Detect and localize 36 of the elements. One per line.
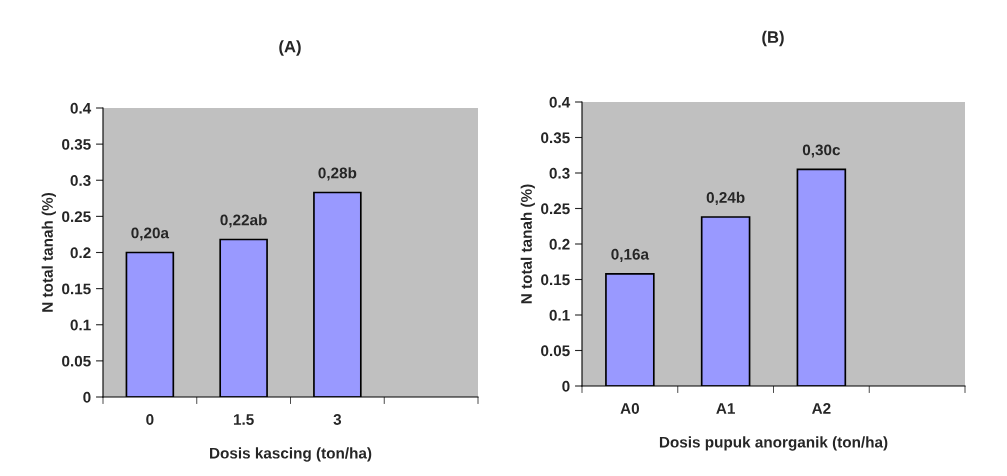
- y-tick-label: 0.2: [70, 247, 91, 259]
- y-tick-label: 0: [83, 391, 91, 403]
- y-tick-label: 0.25: [541, 203, 570, 215]
- y-tick-label: 0.25: [62, 211, 91, 223]
- x-axis-title: Dosis kascing (ton/ha): [210, 447, 372, 462]
- y-tick-label: 0: [562, 380, 570, 392]
- data-label: 0,20a: [131, 227, 170, 241]
- y-tick-label: 0.1: [549, 309, 570, 321]
- y-axis-title: N total tanah (%): [41, 192, 56, 312]
- y-tick-label: 0.3: [70, 175, 91, 186]
- y-tick-label: 0.4: [549, 96, 571, 108]
- x-tick-label: 3: [333, 414, 342, 425]
- y-tick-label: 0.15: [541, 274, 570, 286]
- x-tick-label: A0: [620, 403, 640, 414]
- y-tick-label: 0.05: [62, 355, 91, 367]
- data-label: 0,28b: [318, 167, 357, 181]
- x-tick-label: A1: [716, 403, 735, 414]
- y-tick-label: 0.35: [541, 132, 570, 144]
- y-tick-label: 0.2: [549, 238, 570, 250]
- chart-title: (B): [762, 30, 784, 47]
- y-tick-label: 0.3: [549, 167, 570, 179]
- x-tick-label: A2: [811, 403, 831, 414]
- x-tick-label: 0: [146, 414, 154, 425]
- data-label: 0,24b: [706, 191, 745, 206]
- data-label: 0,30c: [802, 144, 841, 158]
- y-tick-label: 0.05: [541, 345, 570, 357]
- y-axis-title: N total tanah (%): [520, 184, 535, 304]
- data-label: 0,22ab: [220, 214, 267, 228]
- y-tick-label: 0.15: [62, 283, 91, 295]
- chart-title: (A): [279, 40, 301, 56]
- y-tick-label: 0.1: [70, 319, 91, 331]
- x-axis-title: Dosis pupuk anorganik (ton/ha): [659, 436, 888, 451]
- y-tick-label: 0.4: [70, 102, 92, 114]
- data-label: 0,16a: [611, 248, 650, 262]
- y-tick-label: 0.35: [62, 138, 91, 150]
- x-tick-label: 1.5: [233, 414, 254, 425]
